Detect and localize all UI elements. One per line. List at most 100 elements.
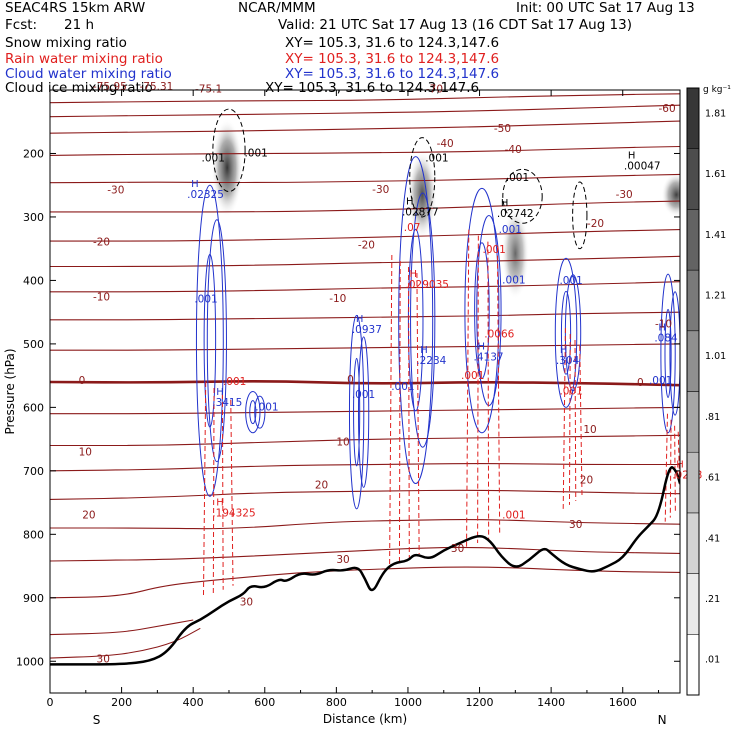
snow-label-0: .001	[202, 153, 225, 165]
x-tick-label-3: 600	[254, 696, 275, 709]
rain-water-label-6: .001	[482, 244, 505, 256]
rain-contour-0-1	[212, 387, 215, 594]
snow-high-marker-4: H	[501, 198, 509, 209]
y-tick-label-4: 600	[23, 401, 44, 414]
x-tick-label-5: 1000	[394, 696, 422, 709]
temperature-label-12: -20	[358, 240, 375, 252]
temperature-label-6: -40	[437, 138, 454, 150]
cloud-water-label-14: .001	[499, 224, 522, 236]
temperature-label-10: -30	[616, 189, 633, 201]
y-tick-label-6: 800	[23, 528, 44, 541]
temperature-label-29: 30	[240, 596, 253, 608]
cloud-water-label-5: .001	[352, 389, 375, 401]
rain-contour-0-3	[230, 399, 234, 586]
cloud-water-label-6: .2234	[416, 355, 446, 367]
colorbar-cell-6	[686, 269, 700, 332]
colorbar-cell-1	[686, 573, 700, 635]
field-label-rain: Rain water mixing ratio	[5, 51, 163, 67]
cloud-water-contour-3-1	[410, 192, 436, 448]
rain-water-high-marker-2: H	[410, 269, 418, 280]
colorbar-tick-8: 1.61	[705, 169, 726, 180]
rain-contour-4-3	[677, 431, 680, 510]
plot-frame	[49, 89, 681, 694]
colorbar-cell-0	[686, 634, 700, 696]
rain-water-label-9: .001	[502, 509, 525, 521]
snow-label-2: .02877	[402, 207, 439, 219]
rain-contour-2-1	[477, 235, 479, 544]
y-tick-label-2: 400	[23, 274, 44, 287]
cloud-water-high-marker-2: H	[216, 387, 224, 398]
temperature-label-8: -30	[107, 184, 124, 196]
cloud-water-label-12: .084	[654, 332, 678, 344]
x-tick-label-8: 1600	[609, 696, 637, 709]
temperature-label-13: -20	[587, 218, 604, 230]
isotherm-17	[50, 546, 680, 562]
snow-label-4: .02742	[497, 208, 534, 220]
rain-contour-1-3	[416, 273, 420, 555]
init-time: Init: 00 UTC Sat 17 Aug 13	[516, 0, 695, 16]
cloud-water-contour-0-0	[195, 184, 224, 497]
cloud-ice-shade-3	[661, 172, 680, 217]
cloud-water-label-2: .3415	[212, 397, 242, 409]
temperature-label-27: 30	[451, 543, 464, 555]
temperature-label-9: -30	[372, 184, 389, 196]
cloud-ice-shade-2	[501, 207, 530, 300]
isotherm-0	[50, 93, 680, 104]
isotherm-14	[50, 463, 680, 472]
temperature-label-4: -60	[659, 103, 676, 115]
rain-water-label-3: .07	[404, 222, 421, 234]
snow-label-6: .00047	[624, 160, 661, 172]
snow-label-3: .001	[425, 153, 448, 165]
rain-contour-1-0	[389, 255, 393, 567]
colorbar-tick-4: .81	[705, 412, 720, 423]
colorbar-tick-2: .41	[705, 533, 720, 544]
colorbar-cell-7	[686, 209, 700, 271]
isotherm-6	[50, 229, 680, 242]
colorbar-cell-4	[686, 391, 700, 453]
cloud-water-contour-1-2	[249, 400, 257, 425]
isotherm-2	[50, 120, 680, 134]
cloud-water-high-marker-8: H	[478, 341, 486, 352]
cloud-water-label-3: .001	[255, 402, 278, 414]
temperature-label-21: 10	[583, 424, 596, 436]
colorbar-tick-1: .21	[705, 594, 720, 605]
rain-contour-3-2	[574, 340, 577, 501]
rain-contour-1-2	[408, 267, 410, 559]
temperature-label-25: 20	[580, 475, 593, 487]
field-xy-rain: XY= 105.3, 31.6 to 124.3,147.6	[285, 51, 500, 67]
cloud-water-high-marker-12: H	[658, 322, 666, 333]
x-tick-label-1: 200	[111, 696, 132, 709]
field-label-snow: Snow mixing ratio	[5, 35, 127, 51]
cloud-water-high-marker-10: H	[560, 345, 568, 356]
x-tick-label-6: 1200	[466, 696, 494, 709]
temperature-label-30: 30	[97, 654, 110, 666]
y-tick-label-0: 200	[23, 147, 44, 160]
x-tick-label-7: 1400	[537, 696, 565, 709]
x-axis-label: Distance (km)	[323, 712, 407, 726]
temperature-label-23: 20	[82, 509, 95, 521]
rain-water-label-0: .194325	[212, 508, 255, 520]
temperature-label-1: -75.31	[139, 81, 173, 93]
temperature-label-15: -10	[329, 293, 346, 305]
temperature-label-16: -10	[655, 318, 672, 330]
cloud-water-contour-6-0	[660, 273, 676, 434]
isotherm-19	[50, 619, 194, 636]
rain-contour-3-1	[568, 334, 571, 505]
cloud-water-contour-1-1	[254, 395, 266, 429]
temperature-label-26: 30	[569, 519, 582, 531]
y-tick-label-1: 300	[23, 211, 44, 224]
rain-contour-0-2	[221, 393, 224, 590]
rain-contour-0-0	[202, 381, 207, 598]
isotherm-3	[50, 145, 680, 156]
snow-contour-2	[502, 168, 543, 224]
cloud-water-high-marker-4: H	[356, 314, 364, 325]
rain-water-label-7: .001	[559, 386, 582, 398]
temperature-label-14: -10	[93, 292, 110, 304]
colorbar-tick-6: 1.21	[705, 290, 726, 301]
cloud-water-contour-0-1	[206, 219, 227, 463]
x-end-label-south: S	[93, 713, 101, 727]
isotherm-7	[50, 255, 680, 268]
snow-contour-0	[212, 108, 246, 193]
cloud-water-contour-5-0	[554, 257, 578, 408]
y-tick-label-8: 1000	[16, 655, 44, 668]
